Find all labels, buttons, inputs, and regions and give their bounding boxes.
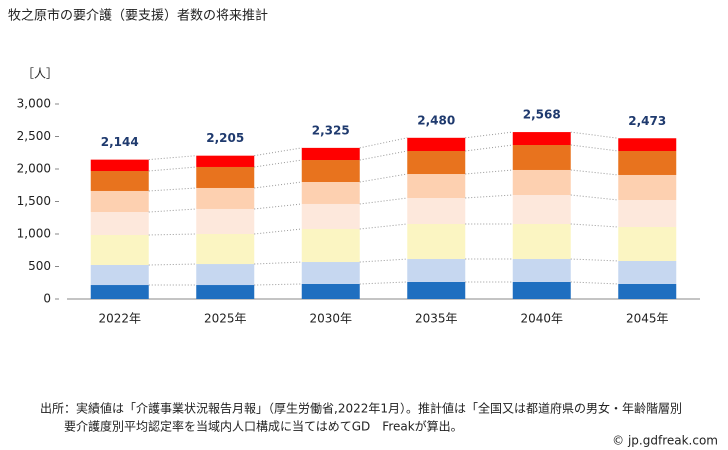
y-tick-label: 1,000 [17, 227, 51, 241]
source: 要介護度別平均認定率を当域内人口構成に当てはめてGD Freakが算出。 [64, 419, 463, 434]
total-label: 2,568 [523, 108, 561, 122]
credit: © jp.gdfreak.com [612, 434, 718, 448]
connector [359, 137, 408, 149]
y-tick-label: 1,500 [17, 194, 51, 208]
bar-segment [301, 203, 360, 229]
connector [465, 131, 513, 139]
connector [254, 159, 302, 168]
bar-segment [301, 182, 360, 204]
bar-segment [512, 132, 571, 146]
connector [359, 258, 408, 263]
bar-segment [407, 150, 466, 175]
connector [570, 169, 619, 176]
bar-segment [301, 160, 360, 182]
connector [254, 283, 302, 286]
connector [254, 261, 302, 265]
bar-segment [407, 259, 466, 282]
bar-segment [618, 283, 677, 299]
bar-segment [196, 155, 255, 167]
connector [570, 194, 619, 201]
bar-segment [512, 169, 571, 195]
x-tick-label: 2025年 [204, 312, 247, 326]
bar-segment [618, 200, 677, 227]
x-tick-label: 2040年 [520, 312, 563, 326]
y-tick-label: 2,500 [17, 129, 51, 143]
bar-segment [512, 195, 571, 224]
bar-segment [196, 285, 255, 299]
total-label: 2,144 [101, 135, 139, 149]
bar-segment [512, 281, 571, 299]
connector [254, 228, 302, 235]
bar-segment [407, 197, 466, 224]
x-tick-label: 2022年 [98, 312, 141, 326]
total-label: 2,480 [417, 113, 455, 127]
connector [254, 147, 302, 157]
connector [148, 166, 197, 172]
bar-segment [90, 171, 149, 191]
connector [570, 223, 619, 228]
connector [148, 263, 197, 266]
bar-segment [196, 264, 255, 286]
x-tick-label: 2030年 [309, 312, 352, 326]
bar-segment [618, 226, 677, 261]
connector [465, 144, 513, 152]
bar-segment [407, 137, 466, 151]
bar-segment [301, 262, 360, 284]
bar-segment [618, 150, 677, 175]
bar-segment [90, 285, 149, 299]
connector [465, 194, 513, 199]
bar-segment [196, 187, 255, 209]
source: 出所：実績値は「介護事業状況報告月報」（厚生労働省,2022年1月）。推計値は「… [40, 401, 682, 416]
bar-segment [301, 283, 360, 299]
connector [359, 150, 408, 161]
bar-segment [90, 190, 149, 213]
connector [359, 197, 408, 205]
bar-segment [196, 166, 255, 188]
bar-segment [618, 260, 677, 284]
x-tick-label: 2035年 [415, 312, 458, 326]
y-axis-label: ［人］ [22, 67, 58, 81]
connector [148, 208, 197, 213]
total-label: 2,205 [206, 131, 244, 145]
total-label: 2,473 [628, 114, 666, 128]
chart-title: 牧之原市の要介護（要支援）者数の将来推計 [8, 8, 268, 24]
bar-segment [512, 145, 571, 170]
bar-segment [90, 159, 149, 172]
bar-segment [301, 147, 360, 161]
connector [148, 155, 197, 161]
connector [148, 233, 197, 236]
bar-segment [90, 265, 149, 286]
connector [570, 144, 619, 152]
bar-segment [90, 234, 149, 266]
y-tick-label: 500 [28, 259, 51, 273]
bar-segment [618, 174, 677, 201]
connector [359, 173, 408, 183]
bar-segment [407, 174, 466, 198]
connector [148, 187, 197, 192]
bar-segment [301, 228, 360, 263]
bar-segment [196, 234, 255, 265]
bar-segment [618, 138, 677, 151]
connector [570, 258, 619, 262]
connector [570, 281, 619, 285]
connector [465, 169, 513, 175]
bar-segment [407, 223, 466, 260]
bar-segment [90, 212, 149, 235]
total-label: 2,325 [312, 123, 350, 137]
connector [254, 181, 302, 189]
connector [570, 131, 619, 139]
x-tick-label: 2045年 [626, 312, 669, 326]
y-tick-label: 3,000 [17, 97, 51, 111]
bar-segment [512, 259, 571, 282]
bar-segment [196, 208, 255, 234]
connector [359, 281, 408, 285]
bar-segment [407, 281, 466, 299]
connector [359, 223, 408, 230]
connector [254, 203, 302, 210]
y-tick-label: 0 [43, 292, 51, 306]
y-tick-label: 2,000 [17, 162, 51, 176]
bar-segment [512, 223, 571, 260]
